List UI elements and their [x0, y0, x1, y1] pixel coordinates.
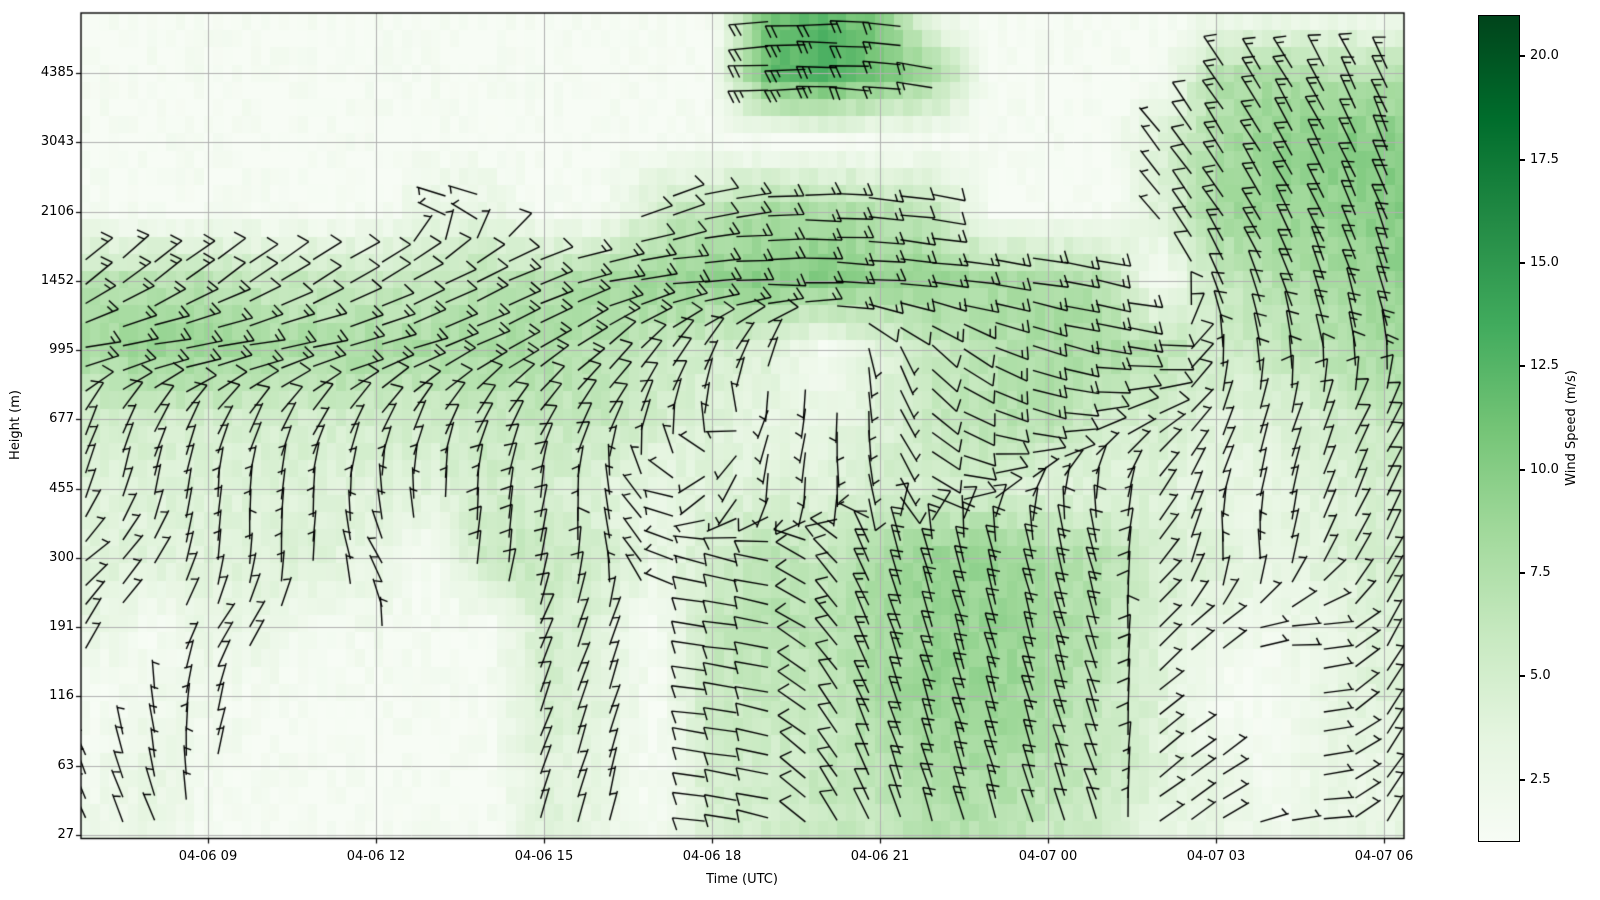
colorbar-tick-label: 5.0	[1530, 668, 1551, 684]
colorbar-tick-mark	[1520, 261, 1525, 264]
colorbar-tick-mark	[1520, 468, 1525, 471]
y-tick-label: 4385	[40, 65, 74, 81]
colorbar-tick-label: 15.0	[1530, 254, 1559, 270]
y-tick-label: 191	[49, 619, 74, 635]
x-tick-label: 04-06 12	[346, 849, 406, 864]
colorbar-tick-mark	[1520, 158, 1525, 161]
y-tick-label: 27	[57, 826, 74, 842]
colorbar-label: Wind Speed (m/s)	[1564, 370, 1579, 486]
colorbar-tick-mark	[1520, 571, 1525, 574]
x-tick-label: 04-07 00	[1018, 849, 1078, 864]
y-tick-label: 2106	[40, 203, 74, 219]
y-tick-label: 116	[49, 688, 74, 704]
x-tick-label: 04-06 18	[682, 849, 742, 864]
y-tick-label: 3043	[40, 134, 74, 150]
colorbar-tick-mark	[1520, 55, 1525, 58]
colorbar-tick-label: 2.5	[1530, 771, 1551, 787]
y-tick-label: 1452	[40, 272, 74, 288]
y-tick-label: 63	[57, 757, 74, 773]
colorbar-tick-mark	[1520, 778, 1525, 781]
colorbar	[1478, 15, 1520, 842]
colorbar-tick-mark	[1520, 675, 1525, 678]
x-tick-label: 04-06 21	[850, 849, 910, 864]
x-tick-label: 04-06 09	[178, 849, 238, 864]
colorbar-tick-label: 7.5	[1530, 564, 1551, 580]
y-tick-label: 455	[49, 480, 74, 496]
x-axis-label: Time (UTC)	[706, 872, 778, 887]
x-tick-label: 04-07 06	[1354, 849, 1414, 864]
y-tick-label: 300	[49, 549, 74, 565]
x-tick-label: 04-06 15	[514, 849, 574, 864]
colorbar-tick-label: 17.5	[1530, 151, 1559, 167]
colorbar-tick-label: 10.0	[1530, 461, 1559, 477]
y-tick-label: 995	[49, 342, 74, 358]
x-tick-label: 04-07 03	[1186, 849, 1246, 864]
y-tick-label: 677	[49, 411, 74, 427]
colorbar-tick-label: 20.0	[1530, 48, 1559, 64]
colorbar-tick-label: 12.5	[1530, 358, 1559, 374]
colorbar-tick-mark	[1520, 365, 1525, 368]
